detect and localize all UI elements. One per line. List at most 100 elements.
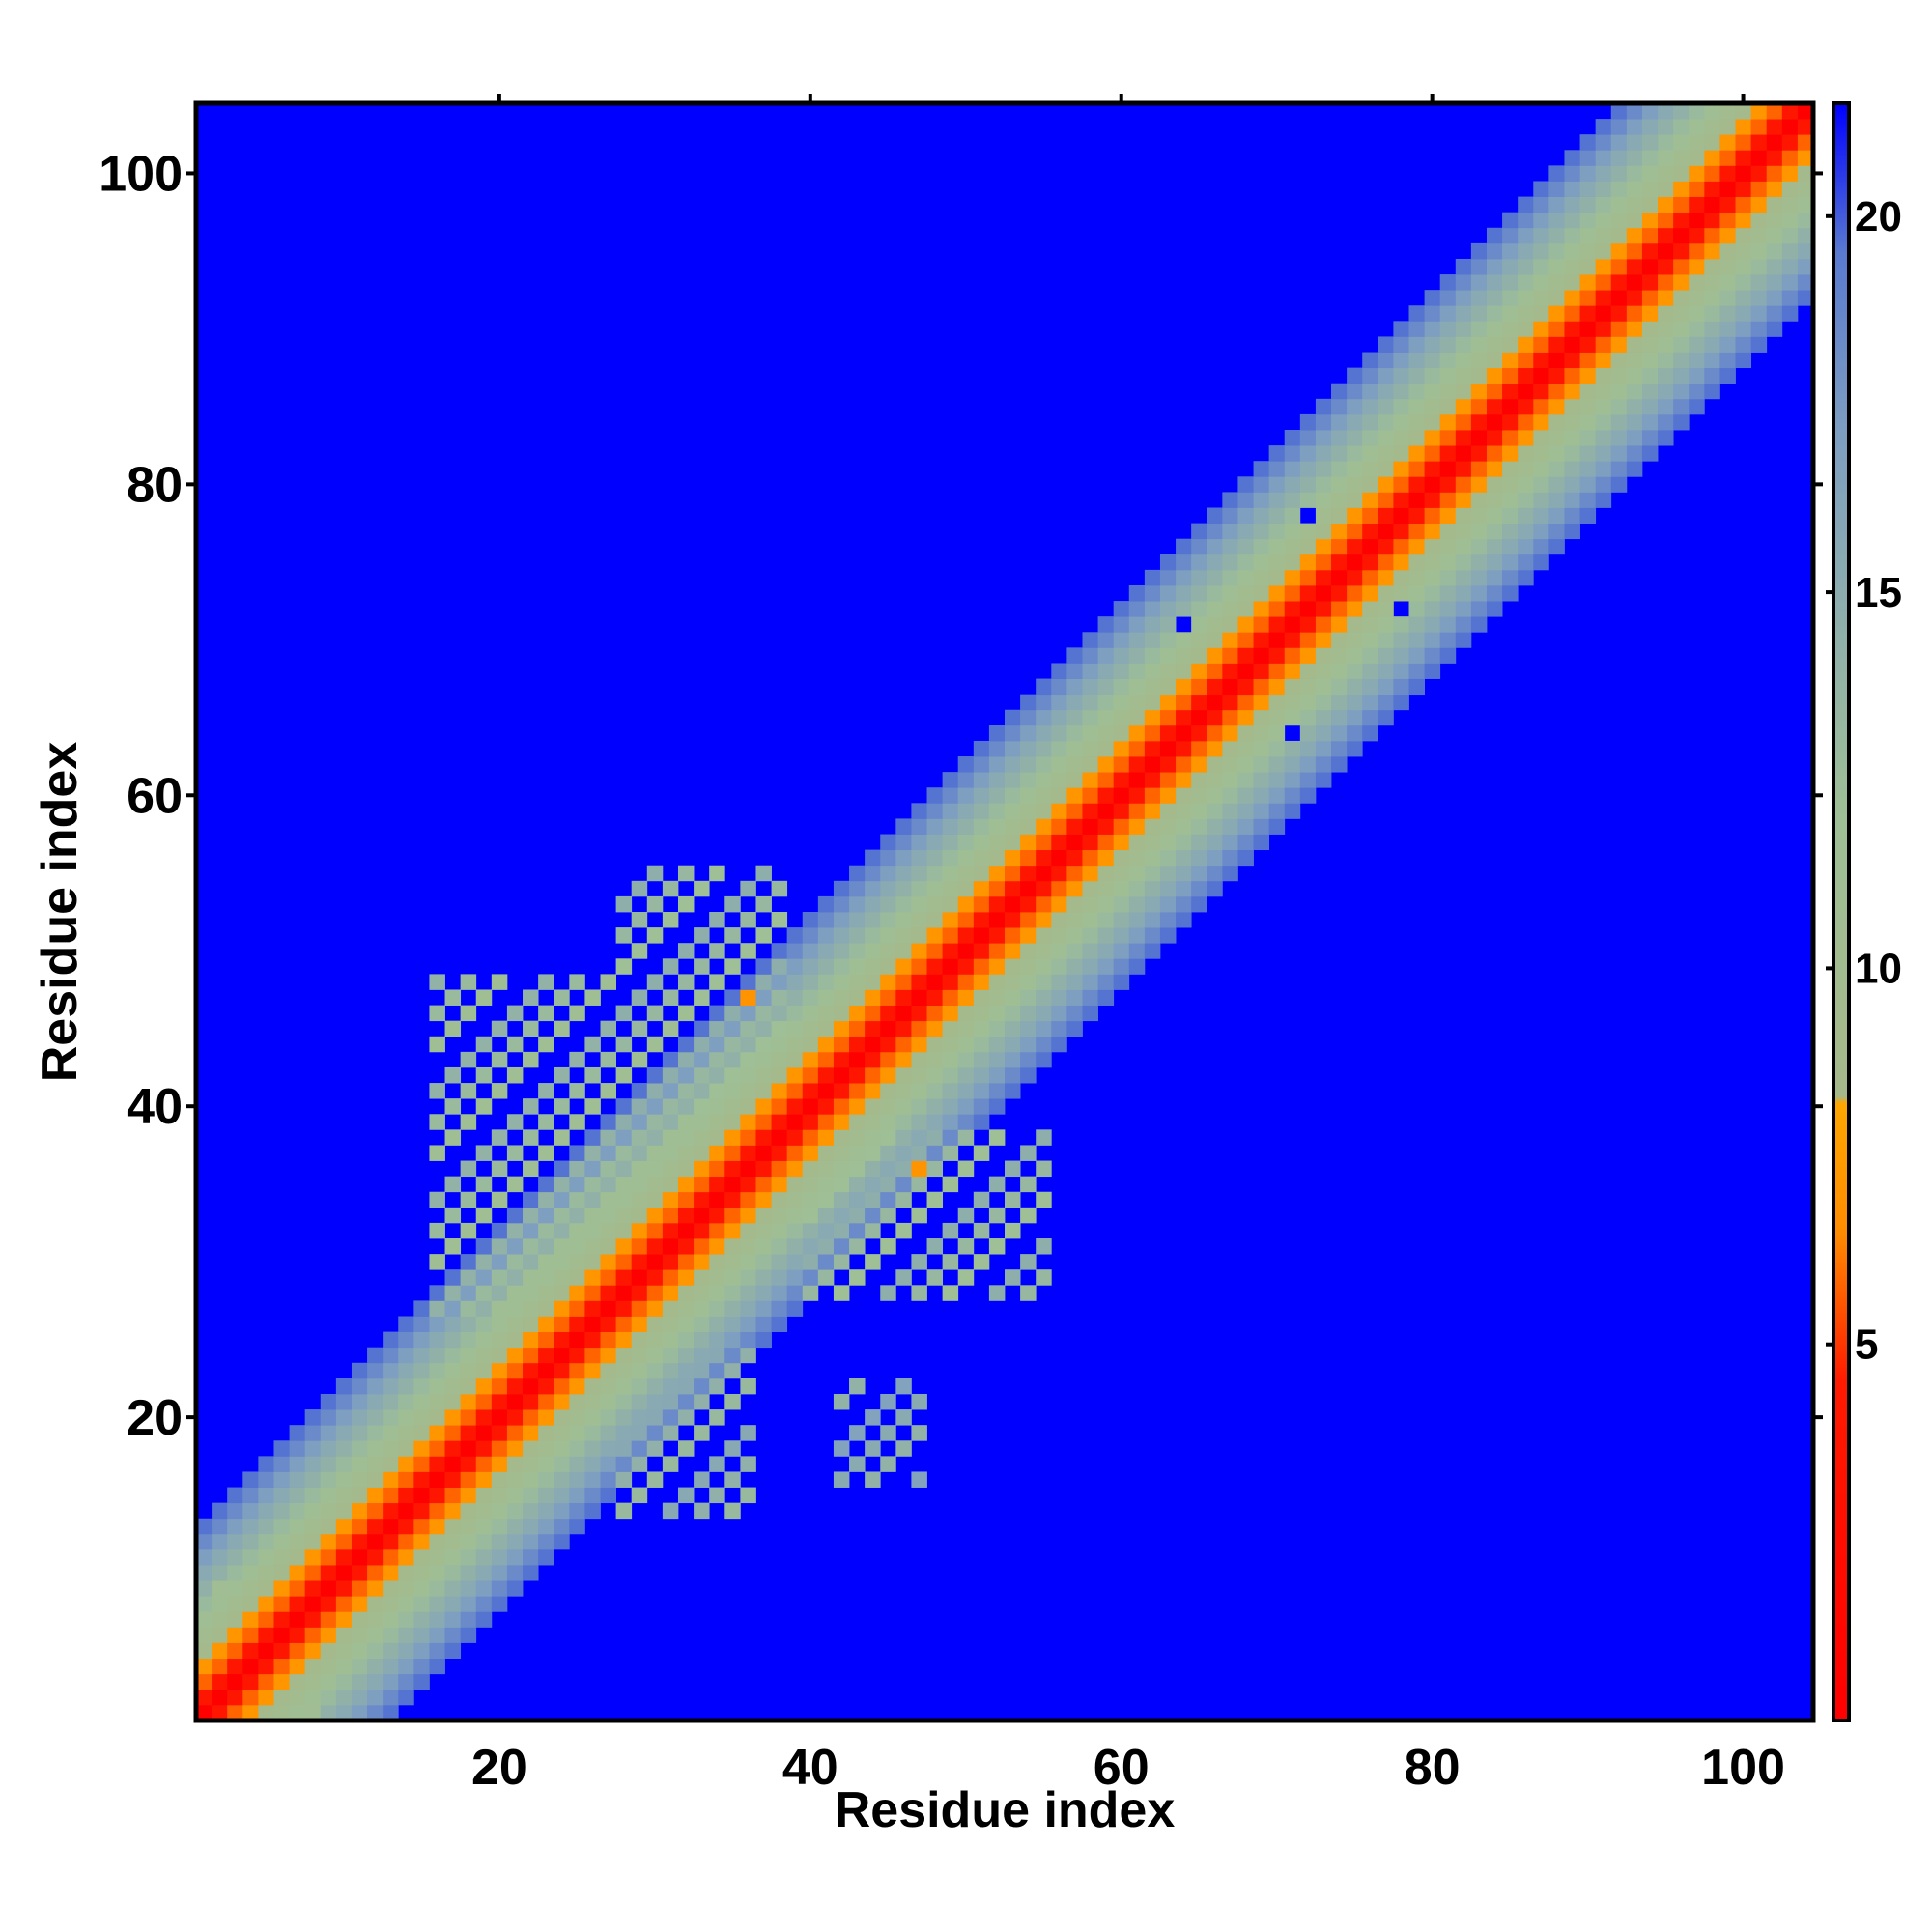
heatmap-cell <box>1128 616 1146 633</box>
heatmap-cell <box>631 1191 648 1208</box>
heatmap-cell <box>646 1207 664 1224</box>
heatmap-cell <box>1191 601 1208 617</box>
heatmap-cell <box>1284 694 1301 711</box>
heatmap-cell <box>1704 134 1720 151</box>
heatmap-cell <box>554 1347 570 1364</box>
heatmap-cell <box>1610 305 1628 322</box>
heatmap-cell <box>1144 849 1161 867</box>
heatmap-cell <box>444 1502 462 1520</box>
heatmap-cell <box>1455 523 1472 540</box>
heatmap-cell <box>273 1548 290 1566</box>
heatmap-cell <box>304 1689 322 1706</box>
heatmap-cell <box>351 1393 368 1410</box>
heatmap-cell <box>444 1425 462 1441</box>
heatmap-cell <box>1518 398 1534 415</box>
heatmap-cell <box>1284 430 1301 446</box>
heatmap-cell <box>709 1191 725 1208</box>
heatmap-cell <box>1036 1051 1052 1068</box>
heatmap-cell <box>429 1642 445 1660</box>
heatmap-cell <box>1579 321 1597 337</box>
heatmap-cell <box>1610 445 1628 462</box>
heatmap-cell <box>1315 709 1332 726</box>
heatmap-cell <box>631 1051 648 1068</box>
heatmap-cell <box>1518 523 1534 540</box>
heatmap-cell <box>1735 119 1752 135</box>
heatmap-cell <box>1331 492 1348 508</box>
heatmap-cell <box>1750 119 1768 135</box>
heatmap-cell <box>1020 724 1037 742</box>
heatmap-cell <box>677 1176 695 1193</box>
heatmap-cell <box>1082 678 1098 696</box>
heatmap-cell <box>1564 523 1580 540</box>
heatmap-cell <box>444 989 462 1006</box>
heatmap-cell <box>662 1176 679 1193</box>
heatmap-cell <box>1237 476 1254 493</box>
heatmap-cell <box>335 1378 353 1395</box>
heatmap-cell <box>491 1518 508 1535</box>
heatmap-cell <box>1253 678 1270 696</box>
heatmap-cell <box>1082 663 1098 679</box>
heatmap-cell <box>1439 413 1457 431</box>
heatmap-cell <box>1005 1083 1021 1099</box>
heatmap-cell <box>1207 663 1223 679</box>
heatmap-cell <box>1159 616 1177 633</box>
heatmap-cell <box>1207 584 1223 602</box>
heatmap-cell <box>1020 974 1037 990</box>
heatmap-cell <box>880 1066 896 1084</box>
heatmap-cell <box>926 818 944 835</box>
heatmap-cell <box>1408 616 1425 633</box>
heatmap-cell <box>709 1005 725 1022</box>
heatmap-cell <box>523 1051 539 1068</box>
heatmap-cell <box>1066 895 1083 913</box>
heatmap-cell <box>724 1176 741 1193</box>
heatmap-cell <box>398 1518 414 1535</box>
heatmap-cell <box>1253 632 1270 648</box>
heatmap-cell <box>911 974 927 990</box>
heatmap-cell <box>1595 150 1612 166</box>
heatmap-cell <box>1036 1036 1052 1053</box>
heatmap-cell <box>1113 865 1130 882</box>
colorbar-gradient <box>1833 103 1849 1720</box>
heatmap-cell <box>1595 227 1612 244</box>
heatmap-cell <box>1455 258 1472 275</box>
heatmap-cell <box>1299 554 1317 571</box>
heatmap-cell <box>1719 290 1736 306</box>
heatmap-cell <box>383 1393 399 1410</box>
heatmap-cell <box>771 1269 788 1286</box>
heatmap-cell <box>258 1580 274 1597</box>
heatmap-cell <box>1128 849 1146 867</box>
heatmap-cell <box>1051 880 1067 897</box>
heatmap-cell <box>1658 430 1674 446</box>
heatmap-cell <box>615 1066 633 1084</box>
heatmap-cell <box>786 974 804 990</box>
heatmap-cell <box>429 1331 445 1349</box>
heatmap-cell <box>1097 849 1115 867</box>
heatmap-cell <box>1393 352 1409 369</box>
heatmap-cell <box>1253 818 1270 835</box>
heatmap-cell <box>475 1596 493 1612</box>
heatmap-cell <box>1719 196 1736 213</box>
heatmap-cell <box>631 1378 648 1395</box>
heatmap-cell <box>1097 632 1115 648</box>
heatmap-cell <box>817 1191 835 1208</box>
heatmap-cell <box>662 1020 679 1037</box>
heatmap-cell <box>1066 834 1083 851</box>
heatmap-cell <box>1658 165 1674 182</box>
heatmap-cell <box>600 1222 616 1239</box>
heatmap-cell <box>1237 818 1254 835</box>
heatmap-cell <box>196 1611 213 1628</box>
heatmap-cell <box>631 1347 648 1364</box>
heatmap-cell <box>662 1238 679 1255</box>
heatmap-cell <box>1268 538 1286 555</box>
heatmap-cell <box>755 1331 772 1349</box>
heatmap-cell <box>1128 663 1146 679</box>
heatmap-cell <box>1005 895 1021 913</box>
heatmap-cell <box>615 1176 633 1193</box>
heatmap-cell <box>351 1378 368 1395</box>
heatmap-cell <box>242 1548 259 1566</box>
heatmap-cell <box>849 1129 866 1146</box>
heatmap-cell <box>506 1036 524 1053</box>
heatmap-cell <box>786 1285 804 1301</box>
heatmap-cell <box>1502 321 1519 337</box>
heatmap-cell <box>475 1580 493 1597</box>
